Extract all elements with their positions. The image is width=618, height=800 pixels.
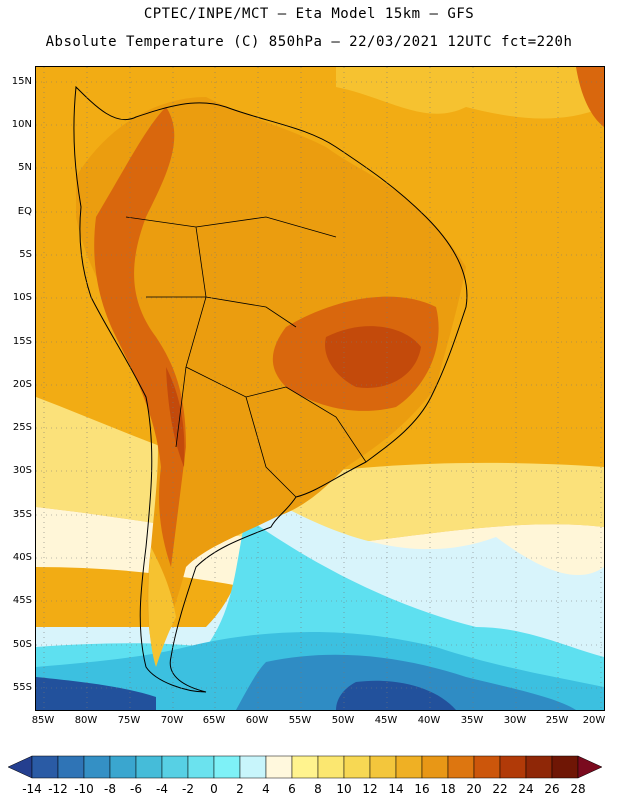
field-andes-hot <box>94 107 186 567</box>
coastline-outline <box>73 85 468 693</box>
colorbar-label: -10 <box>74 782 94 796</box>
colorbar-label: 18 <box>440 782 456 796</box>
field-patagonia-mild <box>148 547 176 667</box>
colorbar-label: -2 <box>182 782 194 796</box>
colorbar-label: 14 <box>388 782 404 796</box>
colorbar-label: 2 <box>236 782 244 796</box>
colorbar-label: 0 <box>210 782 218 796</box>
colorbar-arrow-right <box>577 755 603 779</box>
colorbar-label: 10 <box>336 782 352 796</box>
colorbar-swatch <box>317 755 345 779</box>
colorbar-swatch <box>395 755 423 779</box>
colorbar-swatch <box>291 755 319 779</box>
colorbar-label: 12 <box>362 782 378 796</box>
field-andes-very-hot <box>166 367 185 467</box>
colorbar-label: 16 <box>414 782 430 796</box>
colorbar-swatch <box>31 755 59 779</box>
lon-label-65w: 65W <box>202 715 226 726</box>
lon-label-25w: 25W <box>545 715 569 726</box>
lon-label-75w: 75W <box>117 715 141 726</box>
lat-label-15s: 15S <box>12 336 32 347</box>
colorbar-label: 24 <box>518 782 534 796</box>
lon-label-80w: 80W <box>74 715 98 726</box>
colorbar-label: 4 <box>262 782 270 796</box>
colorbar-label: 20 <box>466 782 482 796</box>
colorbar-swatch <box>213 755 241 779</box>
colorbar-swatch <box>239 755 267 779</box>
lat-label-15n: 15N <box>11 76 32 87</box>
lat-label-10n: 10N <box>11 119 32 130</box>
lon-label-60w: 60W <box>245 715 269 726</box>
graticule <box>36 67 604 710</box>
field-brazil-very-hot <box>325 326 421 388</box>
colorbar-label: -6 <box>130 782 142 796</box>
lat-label-5n: 5N <box>18 162 32 173</box>
lat-label-30s: 30S <box>12 465 32 476</box>
lat-label-35s: 35S <box>12 509 32 520</box>
lat-label-25s: 25S <box>12 422 32 433</box>
temperature-map <box>35 66 605 711</box>
lon-label-40w: 40W <box>417 715 441 726</box>
colorbar-swatch <box>551 755 579 779</box>
country-borders <box>125 216 367 498</box>
lat-label-10s: 10S <box>12 292 32 303</box>
colorbar-swatch <box>265 755 293 779</box>
colorbar-swatch <box>525 755 553 779</box>
colorbar-arrow-left <box>7 755 33 779</box>
colorbar-label: -14 <box>22 782 42 796</box>
lat-label-45s: 45S <box>12 595 32 606</box>
colorbar-label: -8 <box>104 782 116 796</box>
colorbar-swatch <box>369 755 397 779</box>
colorbar-swatch <box>499 755 527 779</box>
colorbar-swatch <box>473 755 501 779</box>
lat-label-eq: EQ <box>17 206 32 217</box>
lat-label-55s: 55S <box>12 682 32 693</box>
colorbar-swatch <box>57 755 85 779</box>
colorbar-label: 26 <box>544 782 560 796</box>
lat-label-20s: 20S <box>12 379 32 390</box>
lon-label-70w: 70W <box>160 715 184 726</box>
lat-label-40s: 40S <box>12 552 32 563</box>
colorbar-label: 22 <box>492 782 508 796</box>
colorbar-swatch <box>83 755 111 779</box>
colorbar-swatch <box>343 755 371 779</box>
lat-label-5s: 5S <box>19 249 32 260</box>
field-coldest <box>36 677 156 710</box>
colorbar-label: -12 <box>48 782 68 796</box>
lon-label-35w: 35W <box>460 715 484 726</box>
colorbar-label: 28 <box>570 782 586 796</box>
temperature-colorbar <box>7 755 603 779</box>
lon-label-20w: 20W <box>582 715 606 726</box>
lon-label-55w: 55W <box>288 715 312 726</box>
lat-label-50s: 50S <box>12 639 32 650</box>
lon-label-30w: 30W <box>503 715 527 726</box>
field-north-atlantic-warm <box>336 67 604 119</box>
colorbar-swatch <box>161 755 189 779</box>
colorbar-swatch <box>187 755 215 779</box>
colorbar-swatch <box>135 755 163 779</box>
lon-label-85w: 85W <box>31 715 55 726</box>
colorbar-label: 8 <box>314 782 322 796</box>
map-field <box>36 67 604 710</box>
colorbar-swatch <box>447 755 475 779</box>
field-cold-deep <box>236 654 576 710</box>
colorbar-label: 6 <box>288 782 296 796</box>
colorbar-swatch <box>421 755 449 779</box>
map-title-line-1: CPTEC/INPE/MCT – Eta Model 15km – GFS <box>143 6 475 22</box>
map-title-line-2: Absolute Temperature (C) 850hPa – 22/03/… <box>45 34 573 50</box>
lon-label-50w: 50W <box>331 715 355 726</box>
colorbar-swatch <box>109 755 137 779</box>
lon-label-45w: 45W <box>374 715 398 726</box>
colorbar-label: -4 <box>156 782 168 796</box>
